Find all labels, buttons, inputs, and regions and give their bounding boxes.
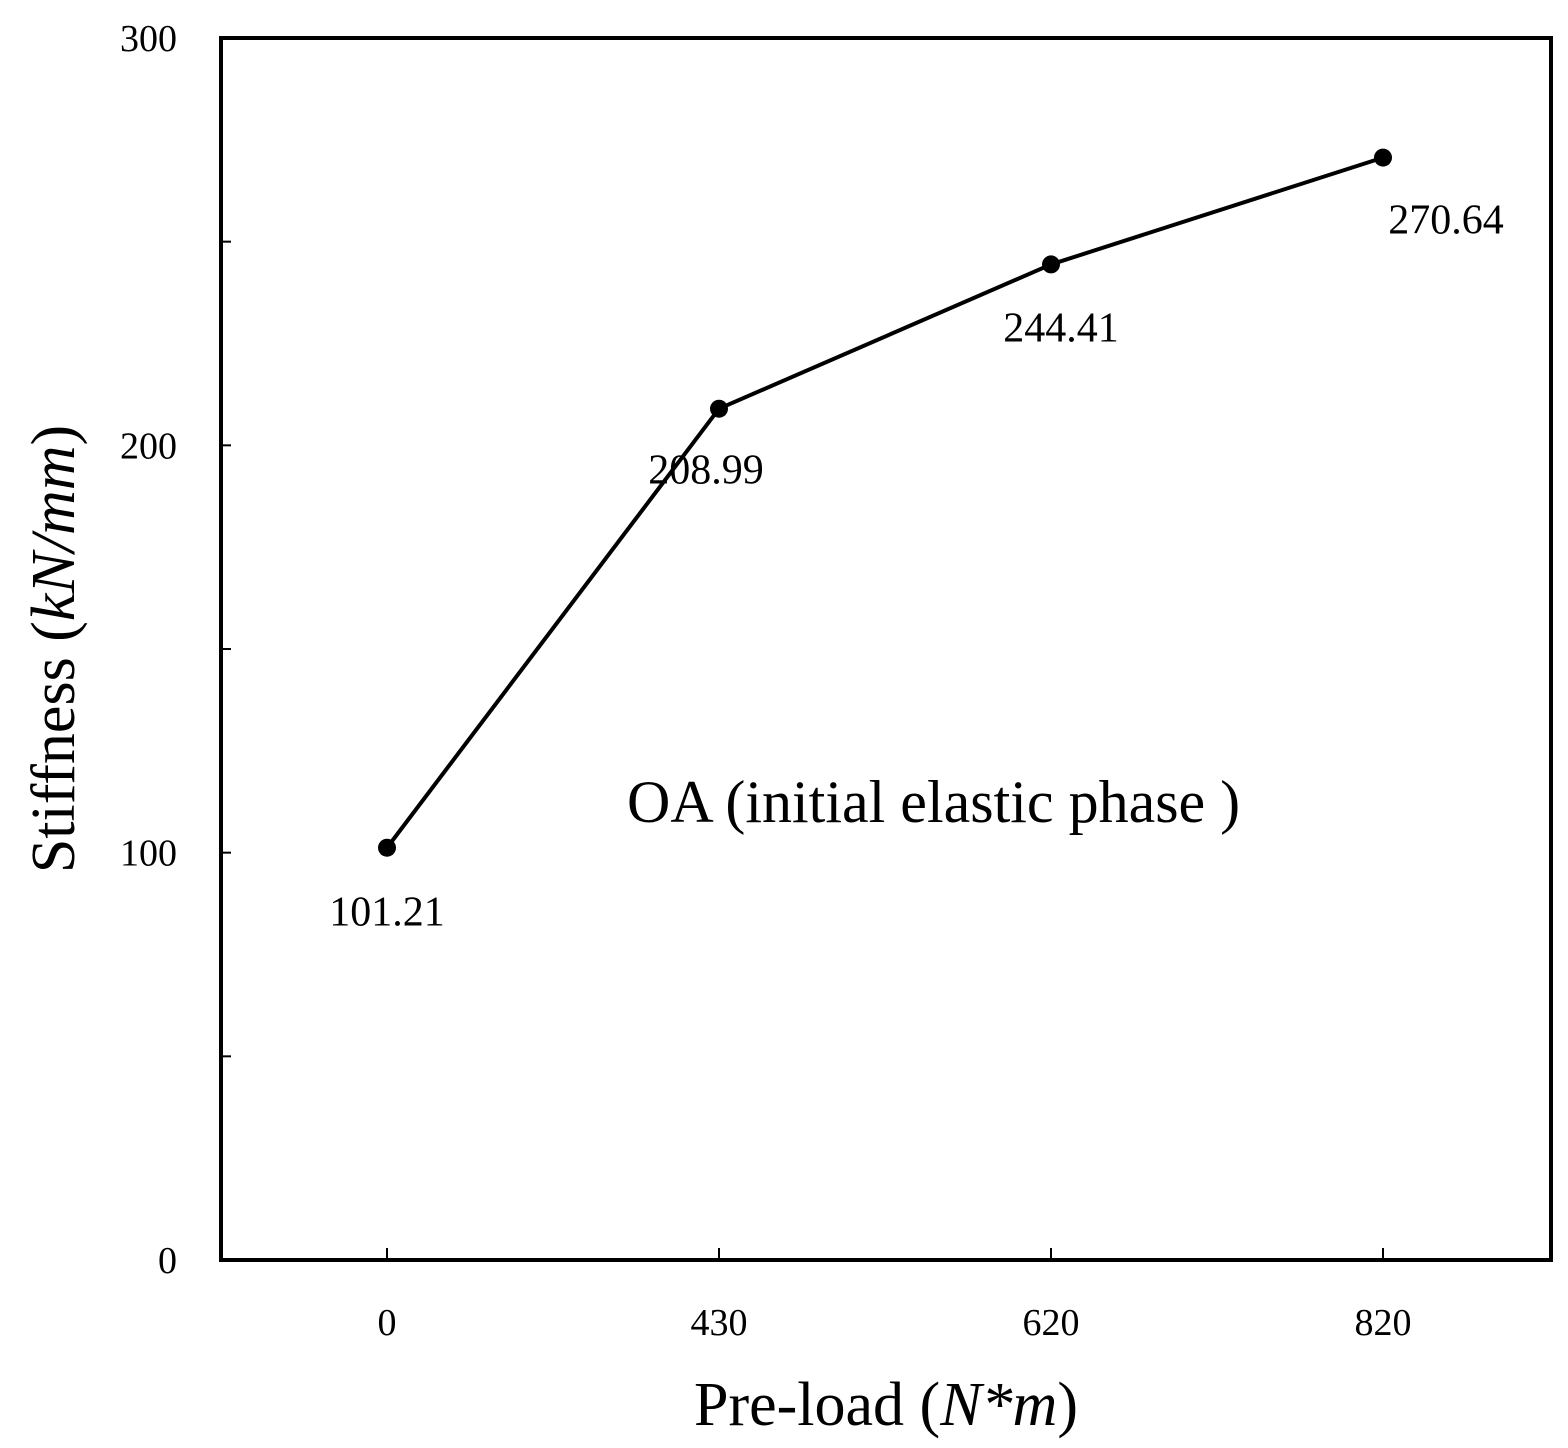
x-axis-title-unit: N*m	[939, 1371, 1057, 1439]
y-axis-title-unit: kN/mm	[20, 445, 88, 621]
x-axis-title-text: Pre-load (	[694, 1371, 940, 1439]
data-label: 101.21	[329, 890, 445, 936]
series-group	[378, 148, 1392, 857]
series-line	[385, 155, 1384, 849]
x-axis-title: Pre-load (N*m)	[694, 1371, 1078, 1439]
y-tick-label: 300	[120, 18, 177, 60]
y-axis-title-close: )	[20, 425, 88, 446]
y-axis-title: Stiffness (kN/mm)	[20, 425, 88, 873]
data-point-marker	[378, 838, 396, 857]
data-label: 244.41	[1003, 305, 1119, 351]
y-tick-label: 100	[120, 833, 177, 875]
x-tick-label: 0	[378, 1302, 397, 1344]
y-axis-title-text: Stiffness (	[20, 621, 88, 873]
data-label: 208.99	[648, 448, 764, 494]
x-tick-label: 820	[1355, 1302, 1412, 1344]
data-point-marker	[710, 399, 728, 418]
y-tick-label: 0	[158, 1240, 177, 1282]
x-tick-label: 620	[1023, 1302, 1080, 1344]
plot-frame	[219, 36, 1553, 1262]
data-labels: 101.21 208.99 244.41 270.64	[329, 198, 1504, 936]
y-tick-label: 200	[120, 425, 177, 467]
data-point-marker	[1042, 255, 1060, 274]
data-point-marker	[1374, 148, 1392, 167]
data-label: 270.64	[1388, 198, 1504, 244]
y-axis-ticks: 0 100 200 300	[120, 18, 231, 1282]
x-tick-label: 430	[691, 1302, 748, 1344]
x-axis-ticks: 0 430 620 820	[378, 1248, 1412, 1344]
annotation-text: OA (initial elastic phase )	[627, 769, 1240, 835]
x-axis-title-close: )	[1057, 1371, 1078, 1439]
